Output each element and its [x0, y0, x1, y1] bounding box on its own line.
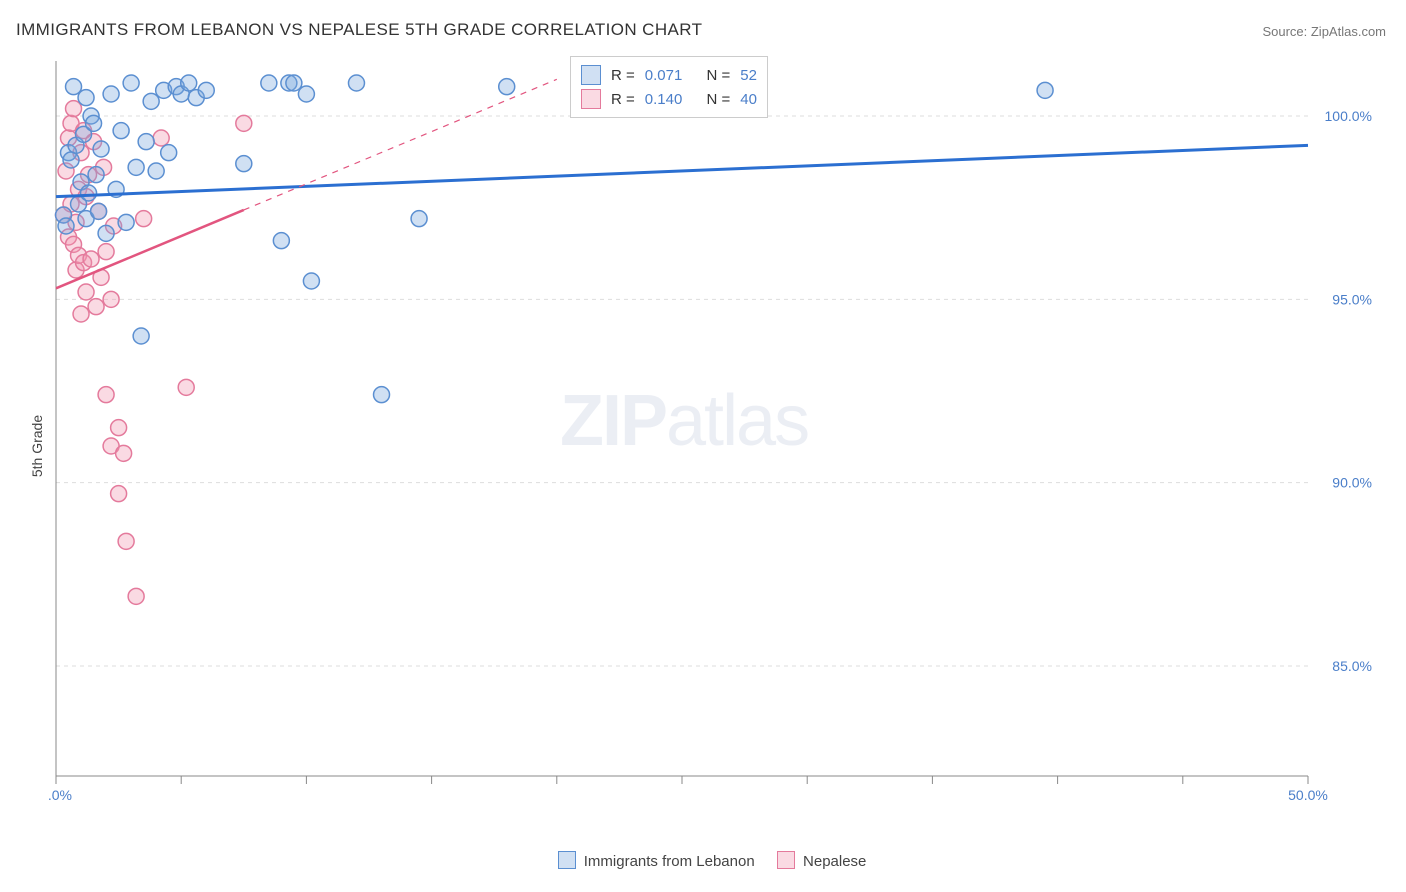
svg-text:85.0%: 85.0% — [1332, 658, 1372, 674]
r-value-nepalese: 0.140 — [645, 91, 683, 108]
source-attribution: Source: ZipAtlas.com — [1262, 24, 1386, 39]
n-label: N = — [706, 91, 730, 108]
r-label: R = — [611, 67, 635, 84]
svg-text:100.0%: 100.0% — [1325, 108, 1372, 124]
bottom-legend: Immigrants from Lebanon Nepalese — [0, 851, 1406, 870]
legend-label-lebanon: Immigrants from Lebanon — [584, 853, 755, 870]
swatch-lebanon-bottom — [558, 851, 576, 869]
stats-legend-box: R = 0.071 N = 52 R = 0.140 N = 40 — [570, 56, 768, 118]
svg-text:90.0%: 90.0% — [1332, 475, 1372, 491]
swatch-nepalese-bottom — [777, 851, 795, 869]
legend-label-nepalese: Nepalese — [803, 853, 866, 870]
n-label: N = — [706, 67, 730, 84]
stats-row-nepalese: R = 0.140 N = 40 — [581, 87, 757, 111]
swatch-lebanon — [581, 65, 601, 85]
y-axis-label: 5th Grade — [29, 415, 45, 477]
svg-text:50.0%: 50.0% — [1288, 787, 1328, 803]
scatter-plot: 85.0% 90.0% 95.0% 100.0% 0.0% 50.0% — [48, 56, 1378, 806]
chart-container: IMMIGRANTS FROM LEBANON VS NEPALESE 5TH … — [0, 0, 1406, 892]
svg-text:0.0%: 0.0% — [48, 787, 72, 803]
n-value-nepalese: 40 — [740, 91, 757, 108]
r-label: R = — [611, 91, 635, 108]
r-value-lebanon: 0.071 — [645, 67, 683, 84]
stats-row-lebanon: R = 0.071 N = 52 — [581, 63, 757, 87]
svg-text:95.0%: 95.0% — [1332, 291, 1372, 307]
swatch-nepalese — [581, 89, 601, 109]
n-value-lebanon: 52 — [740, 67, 757, 84]
chart-title: IMMIGRANTS FROM LEBANON VS NEPALESE 5TH … — [16, 20, 702, 40]
